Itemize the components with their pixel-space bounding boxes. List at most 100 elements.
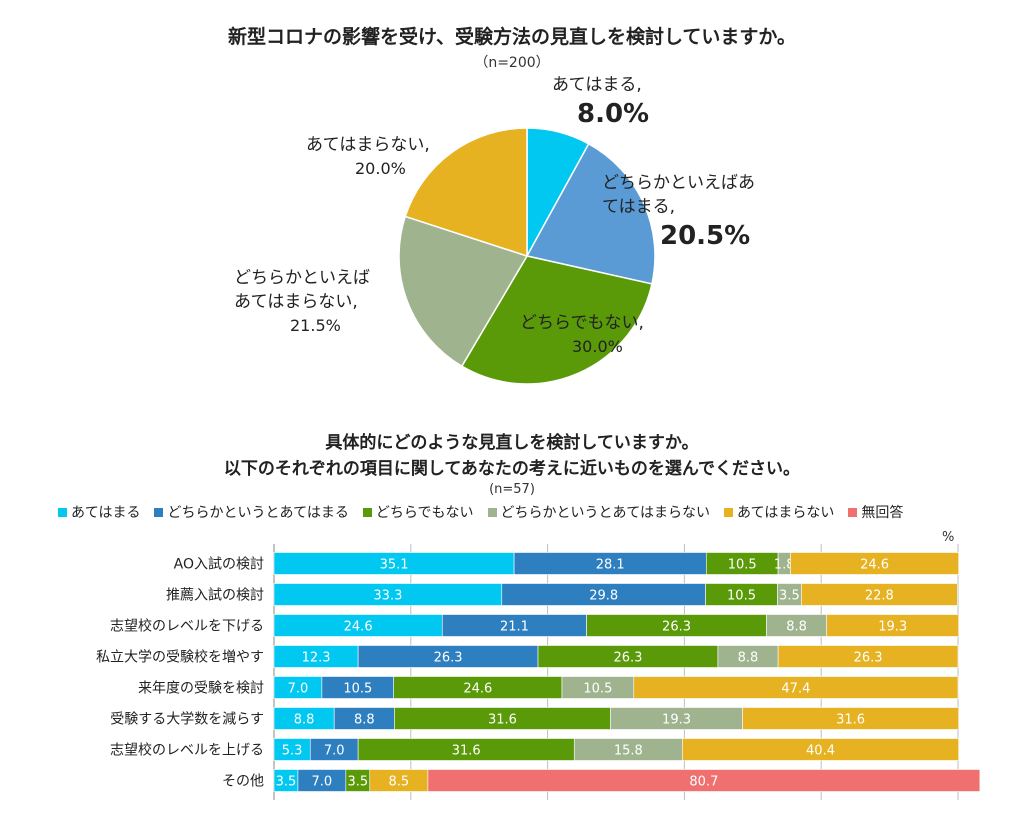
bar-value-label: 47.4 bbox=[781, 682, 810, 697]
bar-segment bbox=[321, 676, 395, 699]
bar-value-label: 8.5 bbox=[388, 775, 409, 790]
bar-segment bbox=[777, 583, 802, 606]
category-label: 受験する大学数を減らす bbox=[110, 711, 264, 728]
bar-value-label: 7.0 bbox=[312, 775, 333, 790]
legend-label: どちらかというとあてはまらない bbox=[500, 505, 710, 521]
bar-segment bbox=[777, 645, 959, 668]
pie-slice-label: どちらかといえば bbox=[234, 268, 370, 288]
bar-segment bbox=[537, 645, 719, 668]
bar-segment bbox=[790, 552, 959, 575]
bar-segment bbox=[357, 738, 575, 761]
bar-value-label: 10.5 bbox=[728, 558, 757, 573]
bar-segment bbox=[742, 707, 959, 730]
bar-segment bbox=[801, 583, 958, 606]
bar-segment bbox=[273, 738, 311, 761]
bar-value-label: 7.0 bbox=[324, 744, 345, 759]
bar-segment bbox=[633, 676, 959, 699]
bar-chart-unit: % bbox=[942, 530, 955, 545]
bar-value-label: 10.5 bbox=[727, 589, 756, 604]
bar-value-label: 31.6 bbox=[836, 713, 865, 728]
bar-segment bbox=[513, 552, 707, 575]
pie-slice-value: 21.5% bbox=[290, 316, 341, 335]
bar-segment bbox=[273, 552, 515, 575]
bar-value-label: 19.3 bbox=[662, 713, 691, 728]
bar-segment bbox=[273, 614, 443, 637]
bar-value-label: 8.8 bbox=[786, 620, 807, 635]
category-label: その他 bbox=[222, 774, 264, 790]
pie-slice bbox=[404, 127, 528, 258]
bar-value-label: 8.8 bbox=[354, 713, 375, 728]
category-label: 志望校のレベルを下げる bbox=[110, 618, 264, 635]
bar-value-label: 21.1 bbox=[500, 620, 529, 635]
bar-value-label: 3.5 bbox=[779, 589, 800, 604]
bar-value-label: 31.6 bbox=[488, 713, 517, 728]
pie-slice-label: あてはまらない, bbox=[306, 135, 430, 155]
legend-swatch bbox=[154, 507, 164, 517]
bar-value-label: 26.3 bbox=[613, 651, 642, 666]
bar-segment bbox=[333, 707, 395, 730]
bar-value-label: 10.5 bbox=[583, 682, 612, 697]
bar-segment bbox=[369, 769, 429, 792]
pie-slice-value: 20.5% bbox=[660, 221, 750, 251]
bar-value-label: 22.8 bbox=[865, 589, 894, 604]
legend-label: 無回答 bbox=[861, 505, 904, 521]
bar-value-label: 8.8 bbox=[294, 713, 315, 728]
bar-segment bbox=[501, 583, 706, 606]
category-label: 推薦入試の検討 bbox=[166, 588, 264, 604]
bar-value-label: 19.3 bbox=[878, 620, 907, 635]
pie-slice-value: 8.0% bbox=[577, 99, 649, 129]
bar-chart-title-line1: 具体的にどのような見直しを検討していますか。 bbox=[325, 433, 699, 453]
bar-value-label: 8.8 bbox=[738, 651, 759, 666]
bar-segment bbox=[297, 769, 347, 792]
pie-chart-sample-size: （n=200） bbox=[474, 55, 550, 71]
bar-value-label: 15.8 bbox=[614, 744, 643, 759]
pie-slice bbox=[460, 255, 653, 385]
bar-value-label: 31.6 bbox=[452, 744, 481, 759]
bar-value-label: 40.4 bbox=[806, 744, 835, 759]
category-label: 私立大学の受験校を増やす bbox=[96, 649, 264, 666]
bar-segment bbox=[273, 583, 503, 606]
legend-item: どちらかというとあてはまる bbox=[154, 502, 349, 522]
bar-value-label: 26.3 bbox=[434, 651, 463, 666]
category-label: AO入試の検討 bbox=[174, 557, 264, 573]
pie-chart-title: 新型コロナの影響を受け、受験方法の見直しを検討していますか。 bbox=[227, 26, 797, 48]
bar-segment bbox=[441, 614, 587, 637]
bar-segment bbox=[273, 707, 335, 730]
bar-value-label: 24.6 bbox=[463, 682, 492, 697]
bar-value-label: 26.3 bbox=[854, 651, 883, 666]
bar-segment bbox=[826, 614, 959, 637]
category-label: 志望校のレベルを上げる bbox=[110, 742, 264, 759]
bar-chart-sample-size: (n=57) bbox=[489, 482, 535, 497]
legend-swatch bbox=[487, 507, 497, 517]
legend-item: あてはまらない bbox=[723, 502, 835, 522]
pie-slice-label: どちらかといえばあ bbox=[602, 173, 755, 193]
bar-segment bbox=[273, 769, 299, 792]
bar-value-label: 3.5 bbox=[276, 775, 297, 790]
bar-segment bbox=[586, 614, 767, 637]
bar-value-label: 26.3 bbox=[662, 620, 691, 635]
bar-value-label: 10.5 bbox=[343, 682, 372, 697]
pie-slice-value: 20.0% bbox=[355, 159, 406, 178]
legend-swatch bbox=[848, 507, 858, 517]
bar-segment bbox=[309, 738, 359, 761]
bar-segment bbox=[682, 738, 959, 761]
bar-segment bbox=[777, 552, 791, 575]
bar-value-label: 29.8 bbox=[589, 589, 618, 604]
bar-value-label: 24.6 bbox=[344, 620, 373, 635]
bar-segment bbox=[610, 707, 743, 730]
bar-segment bbox=[717, 645, 779, 668]
bar-chart-legend: あてはまる どちらかというとあてはまる どちらでもない どちらかというとあてはまらない… bbox=[58, 502, 998, 522]
pie-slice-label: あてはまる, bbox=[552, 75, 642, 95]
legend-swatch bbox=[58, 507, 67, 517]
bar-chart-title-line2: 以下のそれぞれの項目に関してあなたの考えに近いものを選んでください。 bbox=[223, 459, 801, 479]
legend-item: あてはまる bbox=[58, 502, 140, 522]
bar-value-label: 3.5 bbox=[347, 775, 368, 790]
bar-segment bbox=[394, 707, 611, 730]
legend-label: あてはまらない bbox=[736, 505, 835, 521]
pie-slice-value: 30.0% bbox=[572, 337, 623, 356]
bar-value-label: 33.3 bbox=[373, 589, 402, 604]
legend-label: どちらかというとあてはまる bbox=[167, 505, 349, 521]
bar-value-label: 5.3 bbox=[282, 744, 303, 759]
bar-segment bbox=[705, 583, 778, 606]
legend-item: どちらかというとあてはまらない bbox=[487, 502, 710, 522]
